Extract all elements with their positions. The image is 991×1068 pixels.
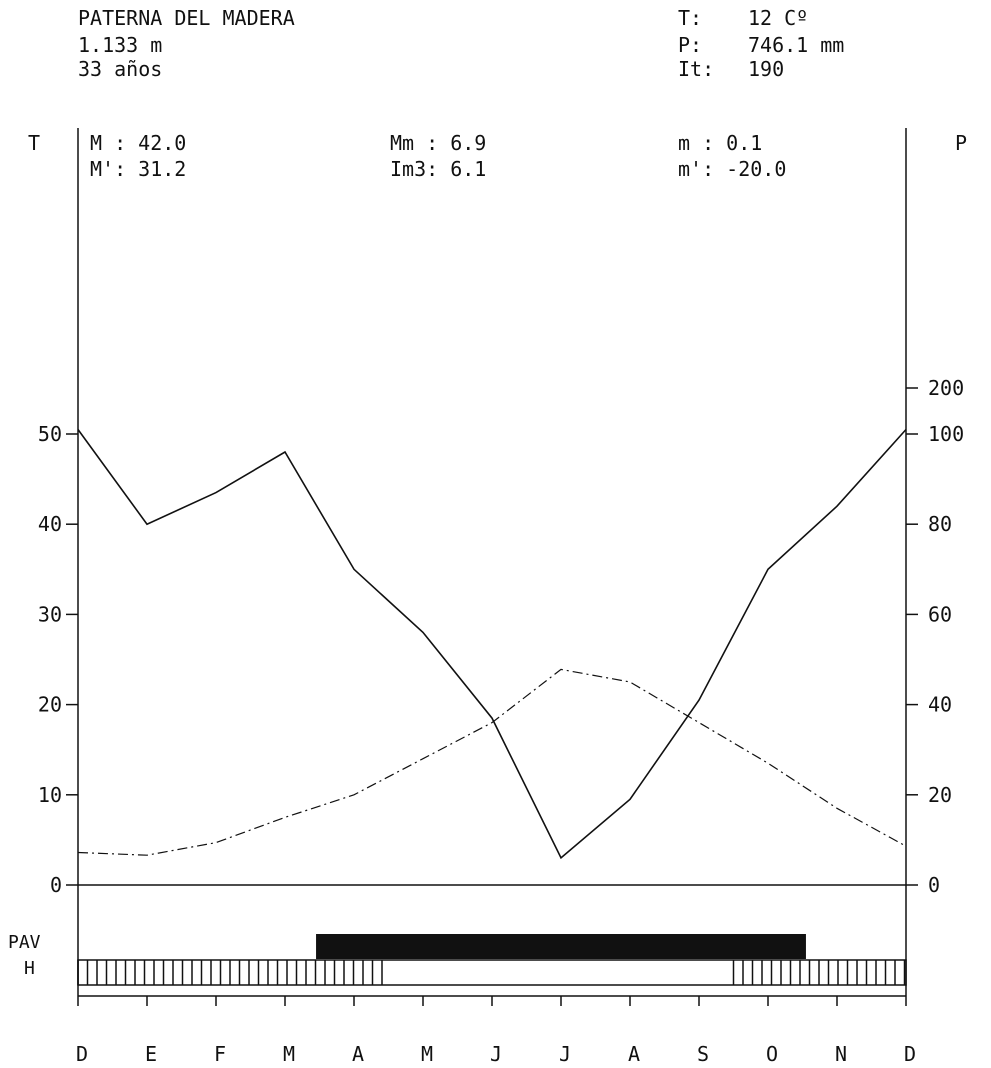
stat-mm: Mm : 6.9 (390, 131, 486, 155)
month-label: A (628, 1042, 640, 1066)
temperature-line (77, 668, 907, 856)
month-label: M (283, 1042, 295, 1066)
month-label: E (145, 1042, 157, 1066)
station-altitude: 1.133 m (78, 33, 163, 57)
temperature-tick-label: 30 (38, 602, 62, 626)
month-label: A (352, 1042, 364, 1066)
month-label: F (214, 1042, 226, 1066)
month-label: D (904, 1042, 916, 1066)
stat-m-min: m : 0.1 (678, 131, 762, 155)
stat-im3: Im3: 6.1 (390, 157, 486, 181)
precipitation-tick-label: 0 (928, 873, 940, 897)
temperature-tick-label: 40 (38, 512, 62, 536)
temperature-tick-label: 0 (50, 873, 62, 897)
temperature-label: T: (678, 6, 703, 30)
precipitation-tick-label: 60 (928, 602, 952, 626)
precipitation-tick-label: 200 (928, 376, 964, 400)
precipitation-tick-label: 80 (928, 512, 952, 536)
temperature-tick-label: 50 (38, 422, 62, 446)
h-label: H (24, 958, 35, 979)
month-label: S (697, 1042, 709, 1066)
record-years: 33 años (78, 57, 163, 81)
stat-m-prime-min: m': -20.0 (678, 157, 786, 181)
thermicity-label: It: (678, 57, 715, 81)
month-label: N (835, 1042, 847, 1066)
month-label: O (766, 1042, 778, 1066)
left-axis-title: T (28, 131, 40, 155)
month-label: D (76, 1042, 88, 1066)
annual-precipitation-value: 746.1 mm (748, 33, 845, 57)
precipitation-line (77, 428, 907, 860)
right-axis-title: P (955, 131, 967, 155)
precipitation-tick-label: 100 (928, 422, 964, 446)
month-label: J (490, 1042, 502, 1066)
temperature-tick-label: 20 (38, 693, 62, 717)
temperature-tick-label: 10 (38, 783, 62, 807)
mean-temperature-value: 12 Cº (748, 6, 809, 30)
station-name: PATERNA DEL MADERA (78, 6, 295, 30)
pav-label: PAV (8, 932, 41, 953)
stat-m-prime-max: M': 31.2 (90, 157, 186, 181)
month-label: J (559, 1042, 571, 1066)
stat-m-max: M : 42.0 (90, 131, 186, 155)
precipitation-tick-label: 20 (928, 783, 952, 807)
h-period-hatch (77, 960, 383, 985)
thermicity-index-value: 190 (748, 57, 785, 81)
pav-period-bar (316, 934, 806, 959)
precipitation-label: P: (678, 33, 703, 57)
precipitation-tick-label: 40 (928, 693, 952, 717)
h-period-hatch (732, 960, 906, 985)
month-label: M (421, 1042, 433, 1066)
